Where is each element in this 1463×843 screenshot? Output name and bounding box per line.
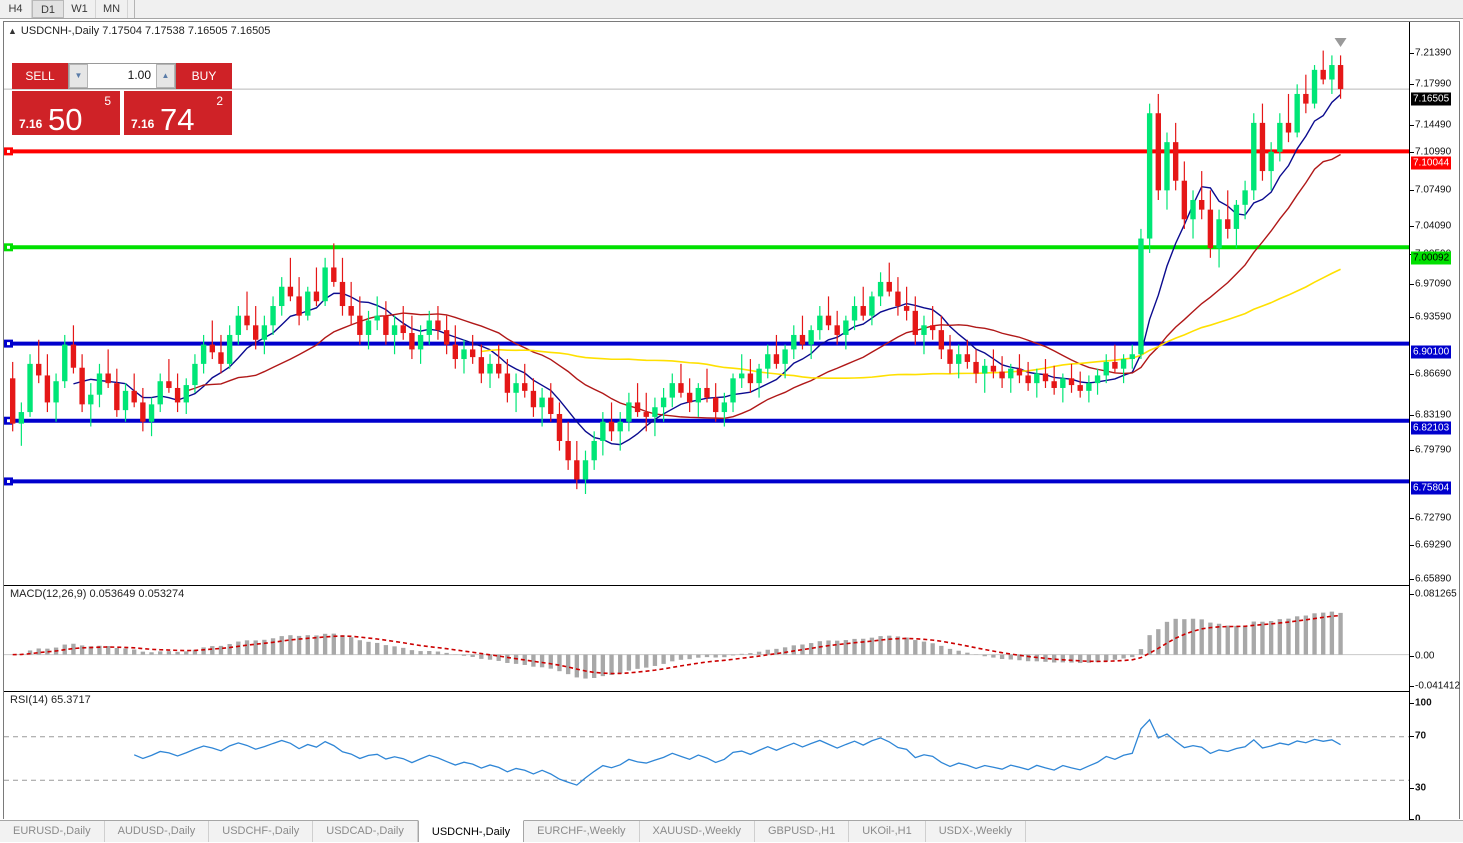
price-level-badge[interactable]: 6.90100: [1411, 346, 1451, 359]
price-tick: [1410, 152, 1414, 153]
price-axis-label: 6.86690: [1415, 369, 1451, 380]
price-level-badge[interactable]: 6.75804: [1411, 482, 1451, 495]
rsi-tick: [1410, 788, 1414, 789]
price-tick: [1410, 125, 1414, 126]
timeframe-h4[interactable]: H4: [0, 0, 32, 18]
macd-pane[interactable]: MACD(12,26,9) 0.053649 0.053274: [4, 585, 1410, 689]
rsi-axis-label: 30: [1415, 783, 1426, 794]
price-tick: [1410, 84, 1414, 85]
macd-tick: [1410, 656, 1414, 657]
price-level-badge[interactable]: 7.00092: [1411, 252, 1451, 265]
price-tick: [1410, 53, 1414, 54]
rsi-tick: [1410, 736, 1414, 737]
price-tick: [1410, 226, 1414, 227]
buy-price-prefix: 7.16: [131, 117, 154, 131]
macd-axis-label: -0.041412: [1415, 681, 1460, 692]
price-axis-label: 6.65890: [1415, 574, 1451, 585]
volume-stepper[interactable]: ▼ 1.00 ▲: [68, 63, 176, 89]
sell-price-main: 50: [48, 102, 82, 138]
timeframe-d1[interactable]: D1: [32, 0, 64, 18]
buy-price-main: 74: [160, 102, 194, 138]
sell-price-fraction: 5: [104, 94, 111, 108]
price-axis-label: 7.17990: [1415, 79, 1451, 90]
price-axis-label: 7.07490: [1415, 185, 1451, 196]
rsi-label: RSI(14) 65.3717: [10, 694, 91, 706]
buy-price-button[interactable]: 7.16 74 2: [124, 91, 232, 135]
one-click-trading-panel[interactable]: SELL ▼ 1.00 ▲ BUY 7.16 50 5 7.16 74 2: [12, 63, 232, 135]
timeframe-w1[interactable]: W1: [64, 0, 96, 18]
timeframe-mn[interactable]: MN: [96, 0, 128, 18]
price-tick: [1410, 190, 1414, 191]
price-tick: [1410, 374, 1414, 375]
rsi-axis-label: 100: [1415, 698, 1432, 709]
rsi-pane[interactable]: RSI(14) 65.3717: [4, 691, 1410, 822]
price-axis-label: 6.69290: [1415, 540, 1451, 551]
price-axis-label: 7.21390: [1415, 48, 1451, 59]
price-tick: [1410, 450, 1414, 451]
price-tick: [1410, 545, 1414, 546]
symbol-tab-xauusd[interactable]: XAUUSD-,Weekly: [640, 821, 755, 842]
price-axis-label: 7.14490: [1415, 120, 1451, 131]
price-tick: [1410, 317, 1414, 318]
macd-tick: [1410, 686, 1414, 687]
price-level-badge[interactable]: 6.82103: [1411, 422, 1451, 435]
rsi-chart: [4, 692, 1410, 822]
symbol-tab-ukoil[interactable]: UKOil-,H1: [849, 821, 926, 842]
timeframe-toolbar: H4 D1 W1 MN: [0, 0, 1463, 19]
macd-chart: [4, 586, 1410, 689]
symbol-tab-usdcad[interactable]: USDCAD-,Daily: [313, 821, 418, 842]
macd-label: MACD(12,26,9) 0.053649 0.053274: [10, 588, 184, 600]
price-axis-label: 6.83190: [1415, 410, 1451, 421]
symbol-tab-usdcnh[interactable]: USDCNH-,Daily: [418, 820, 524, 842]
chart-window: ▲USDCNH-,Daily 7.17504 7.17538 7.16505 7…: [3, 21, 1460, 819]
symbol-tab-gbpusd[interactable]: GBPUSD-,H1: [755, 821, 849, 842]
sell-button[interactable]: SELL: [12, 63, 68, 89]
price-tick: [1410, 579, 1414, 580]
symbol-tab-eurusd[interactable]: EURUSD-,Daily: [0, 821, 105, 842]
rsi-axis-label: 70: [1415, 731, 1426, 742]
price-axis-label: 6.79790: [1415, 445, 1451, 456]
sell-price-prefix: 7.16: [19, 117, 42, 131]
symbol-tab-usdx[interactable]: USDX-,Weekly: [926, 821, 1026, 842]
symbol-tab-usdchf[interactable]: USDCHF-,Daily: [209, 821, 313, 842]
price-level-badge[interactable]: 7.10044: [1411, 157, 1451, 170]
volume-increase-icon[interactable]: ▲: [156, 64, 175, 88]
buy-button[interactable]: BUY: [176, 63, 232, 89]
symbol-tab-eurchf[interactable]: EURCHF-,Weekly: [524, 821, 639, 842]
price-axis-label: 6.93590: [1415, 312, 1451, 323]
trade-panel-top-row: SELL ▼ 1.00 ▲ BUY: [12, 63, 232, 89]
price-tick: [1410, 284, 1414, 285]
price-axis-label: 6.72790: [1415, 513, 1451, 524]
buy-price-fraction: 2: [216, 94, 223, 108]
price-level-badge[interactable]: 7.16505: [1411, 93, 1451, 106]
toolbar-separator: [134, 0, 135, 18]
rsi-tick: [1410, 703, 1414, 704]
symbol-tab-audusd[interactable]: AUDUSD-,Daily: [105, 821, 210, 842]
volume-input[interactable]: 1.00: [88, 64, 156, 88]
price-axis-label: 7.04090: [1415, 221, 1451, 232]
trade-panel-prices: 7.16 50 5 7.16 74 2: [12, 91, 232, 135]
macd-axis-label: 0.00: [1415, 651, 1434, 662]
volume-decrease-icon[interactable]: ▼: [69, 64, 88, 88]
macd-tick: [1410, 594, 1414, 595]
price-tick: [1410, 518, 1414, 519]
collapse-triangle-icon[interactable]: ▲: [8, 26, 17, 36]
price-axis-label: 6.97090: [1415, 279, 1451, 290]
macd-axis-label: 0.081265: [1415, 589, 1457, 600]
price-tick: [1410, 415, 1414, 416]
sell-price-button[interactable]: 7.16 50 5: [12, 91, 120, 135]
